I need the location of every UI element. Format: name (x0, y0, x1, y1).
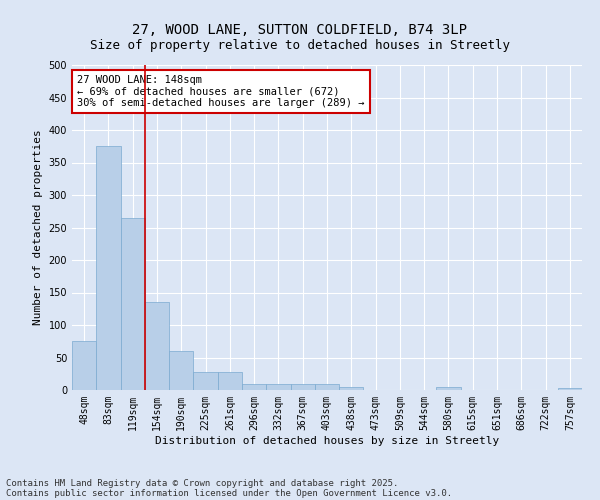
Bar (290, 384, 315, 390)
Bar (315, 384, 339, 390)
Text: Contains public sector information licensed under the Open Government Licence v3: Contains public sector information licen… (6, 488, 452, 498)
Bar (339, 387, 364, 390)
Bar (121, 218, 145, 390)
Bar (436, 388, 461, 390)
Bar (145, 302, 169, 390)
Bar (218, 372, 242, 390)
Bar (193, 372, 218, 390)
Text: 27, WOOD LANE, SUTTON COLDFIELD, B74 3LP: 27, WOOD LANE, SUTTON COLDFIELD, B74 3LP (133, 22, 467, 36)
Y-axis label: Number of detached properties: Number of detached properties (33, 130, 43, 326)
Bar (169, 351, 193, 390)
Text: Contains HM Land Registry data © Crown copyright and database right 2025.: Contains HM Land Registry data © Crown c… (6, 478, 398, 488)
Bar (72, 341, 96, 390)
X-axis label: Distribution of detached houses by size in Streetly: Distribution of detached houses by size … (155, 436, 499, 446)
Bar (96, 146, 121, 390)
Bar (558, 388, 582, 390)
Text: Size of property relative to detached houses in Streetly: Size of property relative to detached ho… (90, 39, 510, 52)
Bar (266, 384, 290, 390)
Bar (242, 384, 266, 390)
Text: 27 WOOD LANE: 148sqm
← 69% of detached houses are smaller (672)
30% of semi-deta: 27 WOOD LANE: 148sqm ← 69% of detached h… (77, 74, 365, 108)
